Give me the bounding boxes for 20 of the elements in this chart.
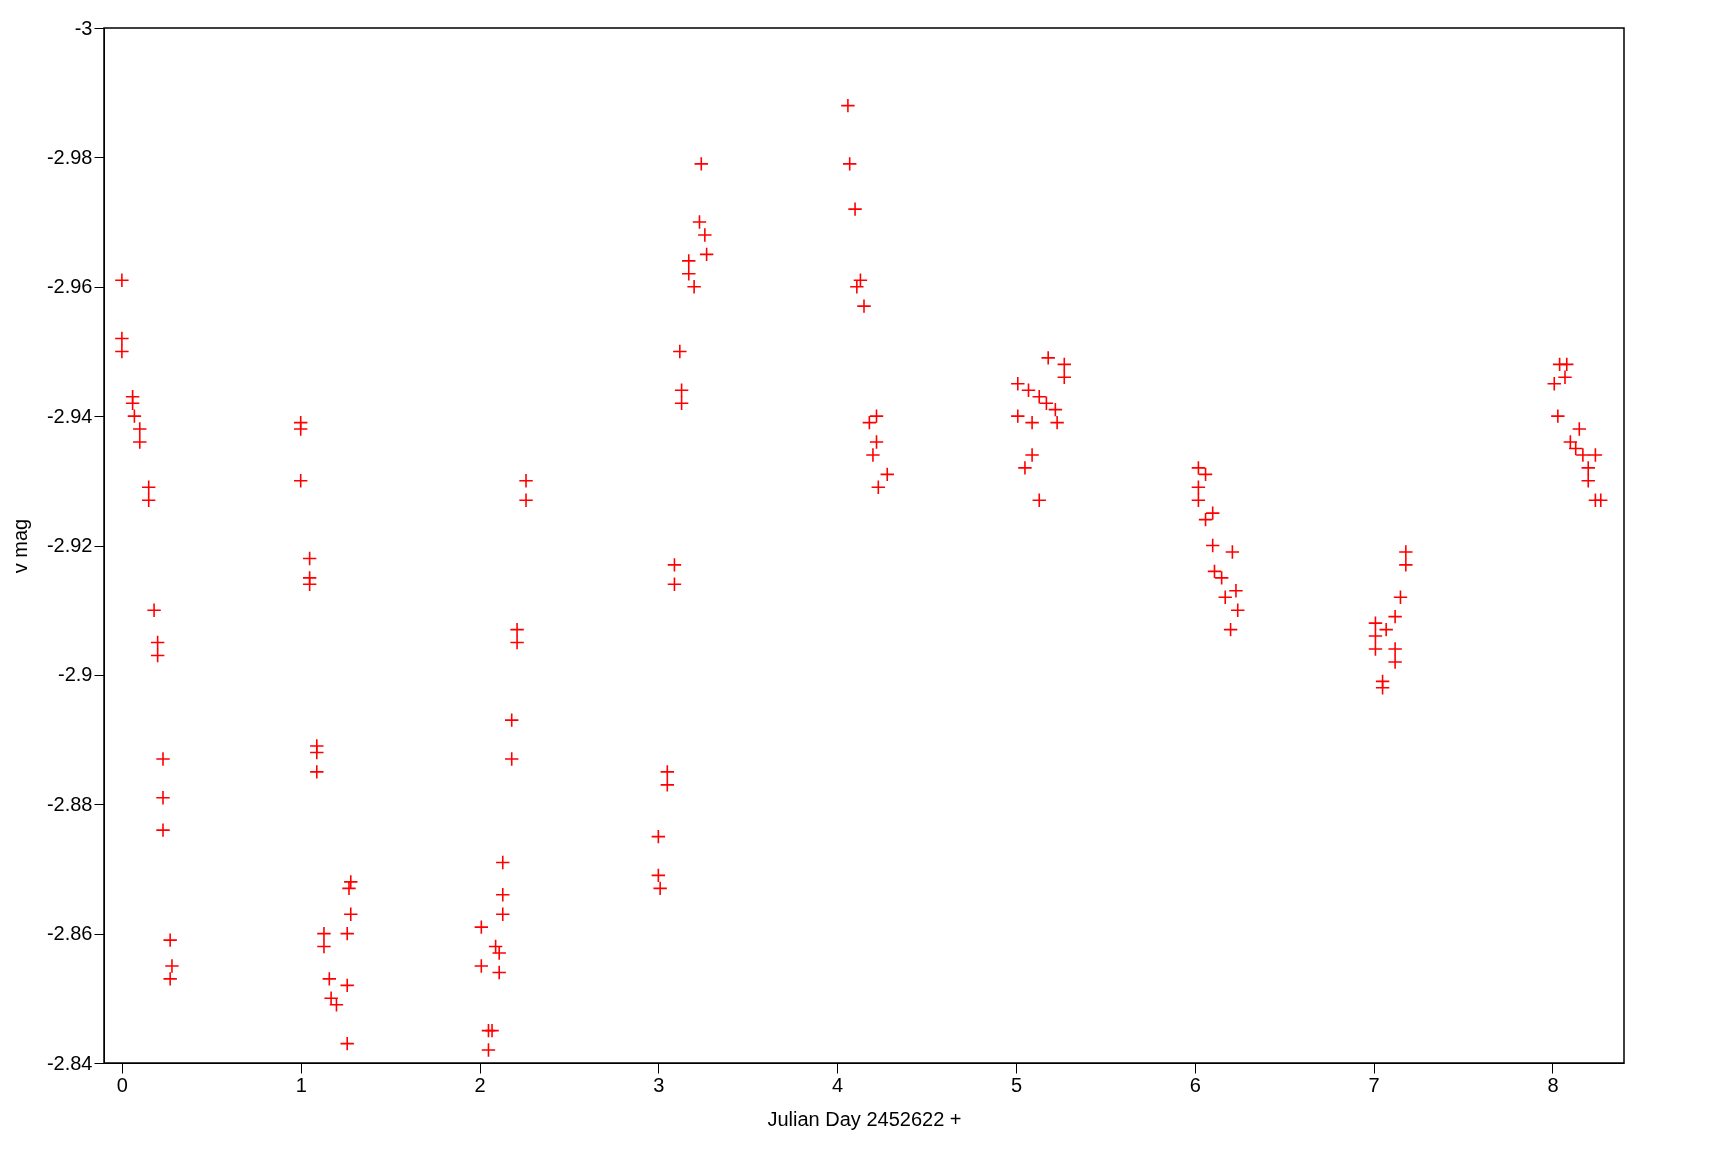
x-tick-label: 2 bbox=[474, 1073, 486, 1096]
y-tick-label: -2.9 bbox=[58, 663, 93, 686]
x-tick-label: 0 bbox=[116, 1073, 128, 1096]
y-axis-title: v mag bbox=[8, 518, 31, 574]
y-tick-label: -2.86 bbox=[46, 922, 93, 945]
y-tick-label: -2.96 bbox=[46, 275, 93, 298]
x-tick-label: 5 bbox=[1010, 1073, 1023, 1096]
y-tick-label: -2.94 bbox=[46, 404, 93, 427]
x-tick-label: 7 bbox=[1368, 1073, 1380, 1096]
y-tick-label: -2.84 bbox=[46, 1051, 93, 1074]
x-tick-label: 6 bbox=[1189, 1073, 1201, 1096]
y-tick-label: -2.92 bbox=[46, 534, 93, 556]
x-tick-label: 1 bbox=[295, 1073, 307, 1096]
y-tick-label: -2.88 bbox=[46, 792, 93, 815]
x-axis-title: Julian Day 2452622 + bbox=[767, 1107, 962, 1130]
x-tick-label: 3 bbox=[653, 1073, 665, 1096]
y-tick-label: -2.98 bbox=[46, 145, 93, 168]
y-tick-label: -3 bbox=[74, 16, 93, 39]
x-tick-label: 4 bbox=[832, 1073, 844, 1096]
x-tick-label: 8 bbox=[1547, 1073, 1559, 1096]
